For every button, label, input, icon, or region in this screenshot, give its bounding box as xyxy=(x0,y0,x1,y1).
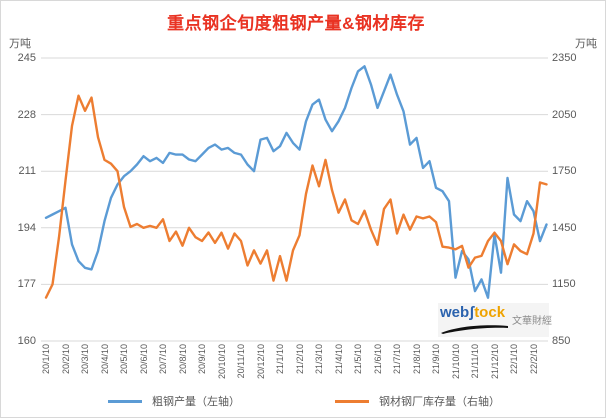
right-axis-unit-label: 万吨 xyxy=(575,38,597,50)
legend-label-steel-inventory: 钢材钢厂库存量（右轴） xyxy=(379,396,500,408)
left-axis-tick-label: 211 xyxy=(18,165,36,178)
right-axis-tick-label: 1750 xyxy=(552,165,577,178)
watermark-panel: webʃtock 文華財經 xyxy=(438,303,552,337)
legend-item-crude-steel-output: 粗钢产量（左轴） xyxy=(108,393,240,409)
legend-line-swatch-blue xyxy=(108,399,142,403)
webstock-logo-tock: tock xyxy=(474,304,506,321)
watermark-cn-text: 文華財經 xyxy=(512,316,552,327)
right-axis-tick-label: 850 xyxy=(552,335,571,347)
webstock-logo: webʃtock xyxy=(440,305,505,321)
legend-line-swatch-orange xyxy=(335,399,369,403)
left-axis-tick-label: 228 xyxy=(17,108,36,121)
chart-legend: 粗钢产量（左轴） 钢材钢厂库存量（右轴） xyxy=(1,393,605,409)
webstock-logo-web: web xyxy=(440,304,470,321)
steel-mill-inventory-line xyxy=(44,94,548,299)
left-axis-tick-label: 160 xyxy=(17,335,36,347)
right-axis-tick-label: 2050 xyxy=(552,108,577,121)
left-axis-unit-label: 万吨 xyxy=(9,38,31,50)
right-axis-tick-label: 1450 xyxy=(552,221,577,234)
legend-item-steel-inventory: 钢材钢厂库存量（右轴） xyxy=(335,393,500,409)
right-axis-tick-label: 2350 xyxy=(552,52,577,64)
right-axis-tick-label: 1150 xyxy=(552,278,576,291)
chart-title: 重点钢企旬度粗钢产量&钢材库存 xyxy=(167,14,425,33)
left-axis-tick-label: 245 xyxy=(17,52,36,64)
webstock-logo-swoosh-s: ʃ xyxy=(469,304,475,321)
legend-label-crude-steel-output: 粗钢产量（左轴） xyxy=(152,396,240,408)
left-axis-tick-label: 177 xyxy=(17,278,36,291)
webstock-logo-underline-swoosh xyxy=(441,325,508,334)
left-axis-tick-label: 194 xyxy=(17,221,36,234)
